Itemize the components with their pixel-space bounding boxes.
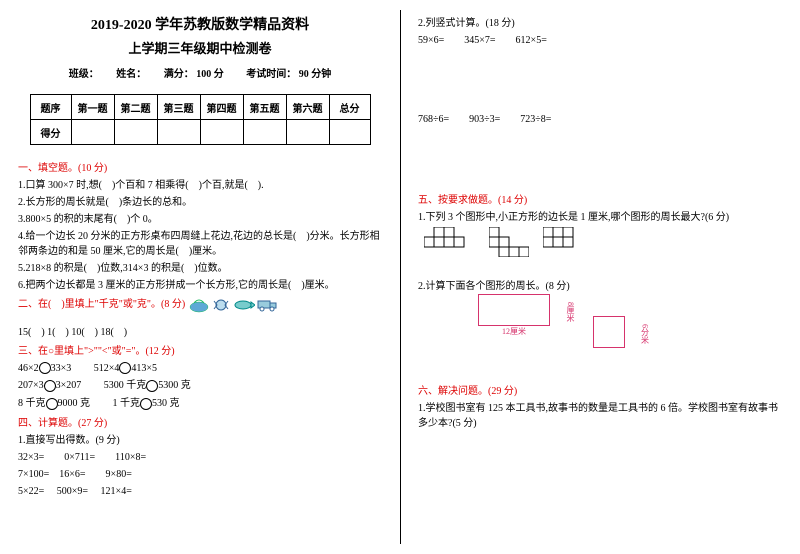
perimeter-shapes: 8厘米 12厘米 6分米 <box>478 294 782 348</box>
col-1: 第二题 <box>114 95 157 120</box>
score-table: 题序 第一题 第二题 第三题 第四题 第五题 第六题 总分 得分 <box>30 94 371 145</box>
circle-icon <box>119 362 131 374</box>
q3-2d: 5300 克 <box>158 380 191 391</box>
item-icons <box>188 297 280 313</box>
q3-3a: 8 千克 <box>18 398 46 409</box>
q5-1: 1.下列 3 个图形中,小正方形的边长是 1 厘米,哪个图形的周长最大?(6 分… <box>418 208 782 223</box>
circle-icon <box>46 398 58 410</box>
q3-line1: 46×2 33×3 512×4 413×5 <box>18 359 382 375</box>
col-5: 第六题 <box>286 95 329 120</box>
q4-r3: 5×22= 500×9= 121×4= <box>18 482 382 497</box>
col-4: 第五题 <box>243 95 286 120</box>
q4-r5: 768÷6= 903÷3= 723÷8= <box>418 110 782 125</box>
shape-1-icon <box>424 227 474 257</box>
label-h: 8厘米 <box>565 302 576 322</box>
row-label-1: 得分 <box>30 120 71 145</box>
section-2-head: 二、在( )里填上"千克"或"克"。(8 分) <box>18 295 382 313</box>
section-2-text: 二、在( )里填上"千克"或"克"。(8 分) <box>18 299 185 310</box>
right-column: 2.列竖式计算。(18 分) 59×6= 345×7= 612×5= 768÷6… <box>400 0 800 554</box>
q3-1c: 512×4 <box>94 363 120 374</box>
q1-2: 2.长方形的周长就是( )条边长的总和。 <box>18 193 382 208</box>
q3-3b: 9000 克 <box>58 398 91 409</box>
class-label: 班级： <box>69 69 94 80</box>
q3-2a: 207×3 <box>18 380 44 391</box>
q3-line2: 207×3 3×207 5300 千克 5300 克 <box>18 376 382 392</box>
square-shape-icon <box>593 316 625 348</box>
col-2: 第三题 <box>157 95 200 120</box>
q3-2b: 3×207 <box>56 380 82 391</box>
truck-icon <box>257 297 279 313</box>
name-label: 姓名： <box>116 69 141 80</box>
fullscore-label: 满分： <box>164 69 194 80</box>
main-title-1: 2019-2020 学年苏教版数学精品资料 <box>18 14 382 34</box>
time-label: 考试时间： <box>246 69 296 80</box>
section-6-head: 六、解决问题。(29 分) <box>418 382 782 397</box>
q1-1: 1.口算 300×7 时,想( )个百和 7 相乘得( )个百,就是( ). <box>18 176 382 191</box>
q1-3: 3.800×5 的积的末尾有( )个 0。 <box>18 210 382 225</box>
q3-1a: 46×2 <box>18 363 39 374</box>
polyomino-shapes <box>418 225 782 259</box>
left-column: 2019-2020 学年苏教版数学精品资料 上学期三年级期中检测卷 班级： 姓名… <box>0 0 400 554</box>
circle-icon <box>140 398 152 410</box>
q3-line3: 8 千克 9000 克 1 千克 530 克 <box>18 394 382 410</box>
q4-r2: 7×100= 16×6= 9×80= <box>18 465 382 480</box>
q5-2: 2.计算下面各个图形的周长。(8 分) <box>418 277 782 292</box>
q3-1d: 413×5 <box>131 363 157 374</box>
table-row: 题序 第一题 第二题 第三题 第四题 第五题 第六题 总分 <box>30 95 370 120</box>
q1-6: 6.把两个边长都是 3 厘米的正方形拼成一个长方形,它的周长是( )厘米。 <box>18 276 382 291</box>
section-1-head: 一、填空题。(10 分) <box>18 159 382 174</box>
time-value: 90 分钟 <box>299 69 332 80</box>
shape-2-icon <box>489 227 529 257</box>
exam-info: 班级： 姓名： 满分： 100 分 考试时间： 90 分钟 <box>18 65 382 80</box>
label-w: 12厘米 <box>478 326 550 337</box>
rect-shape-icon <box>478 294 550 326</box>
shape-3-icon <box>543 227 583 257</box>
q2-items: 15( ) 1( ) 10( ) 18( ) <box>18 323 382 338</box>
q1-5: 5.218×8 的积是( )位数,314×3 的积是( )位数。 <box>18 259 382 274</box>
q4-r1: 32×3= 0×711= 110×8= <box>18 448 382 463</box>
section-4-head: 四、计算题。(27 分) <box>18 414 382 429</box>
section-5-head: 五、按要求做题。(14 分) <box>418 191 782 206</box>
q3-3d: 530 克 <box>152 398 180 409</box>
q6-1: 1.学校图书室有 125 本工具书,故事书的数量是工具书的 6 倍。学校图书室有… <box>418 399 782 429</box>
main-title-2: 上学期三年级期中检测卷 <box>18 38 382 57</box>
bag-icon <box>188 297 210 313</box>
q3-3c: 1 千克 <box>113 398 141 409</box>
candy-icon <box>212 297 230 313</box>
col-0: 第一题 <box>71 95 114 120</box>
col-6: 总分 <box>329 95 370 120</box>
label-sq: 6分米 <box>640 324 651 344</box>
q4-sub1: 1.直接写出得数。(9 分) <box>18 431 382 446</box>
q3-2c: 5300 千克 <box>104 380 147 391</box>
circle-icon <box>44 380 56 392</box>
q1-4: 4.给一个边长 20 分米的正方形桌布四周缝上花边,花边的总长是( )分米。长方… <box>18 227 382 257</box>
fish-icon <box>233 297 255 313</box>
row-label-0: 题序 <box>30 95 71 120</box>
section-3-text: 三、在○里填上">""<"或"="。(12 分) <box>18 346 175 357</box>
circle-icon <box>39 362 51 374</box>
q3-1b: 33×3 <box>51 363 72 374</box>
q4-r4: 59×6= 345×7= 612×5= <box>418 31 782 46</box>
table-row: 得分 <box>30 120 370 145</box>
circle-icon <box>146 380 158 392</box>
section-3-head: 三、在○里填上">""<"或"="。(12 分) <box>18 342 382 357</box>
q4-sub2: 2.列竖式计算。(18 分) <box>418 14 782 29</box>
fullscore-value: 100 分 <box>196 69 224 80</box>
col-3: 第四题 <box>200 95 243 120</box>
